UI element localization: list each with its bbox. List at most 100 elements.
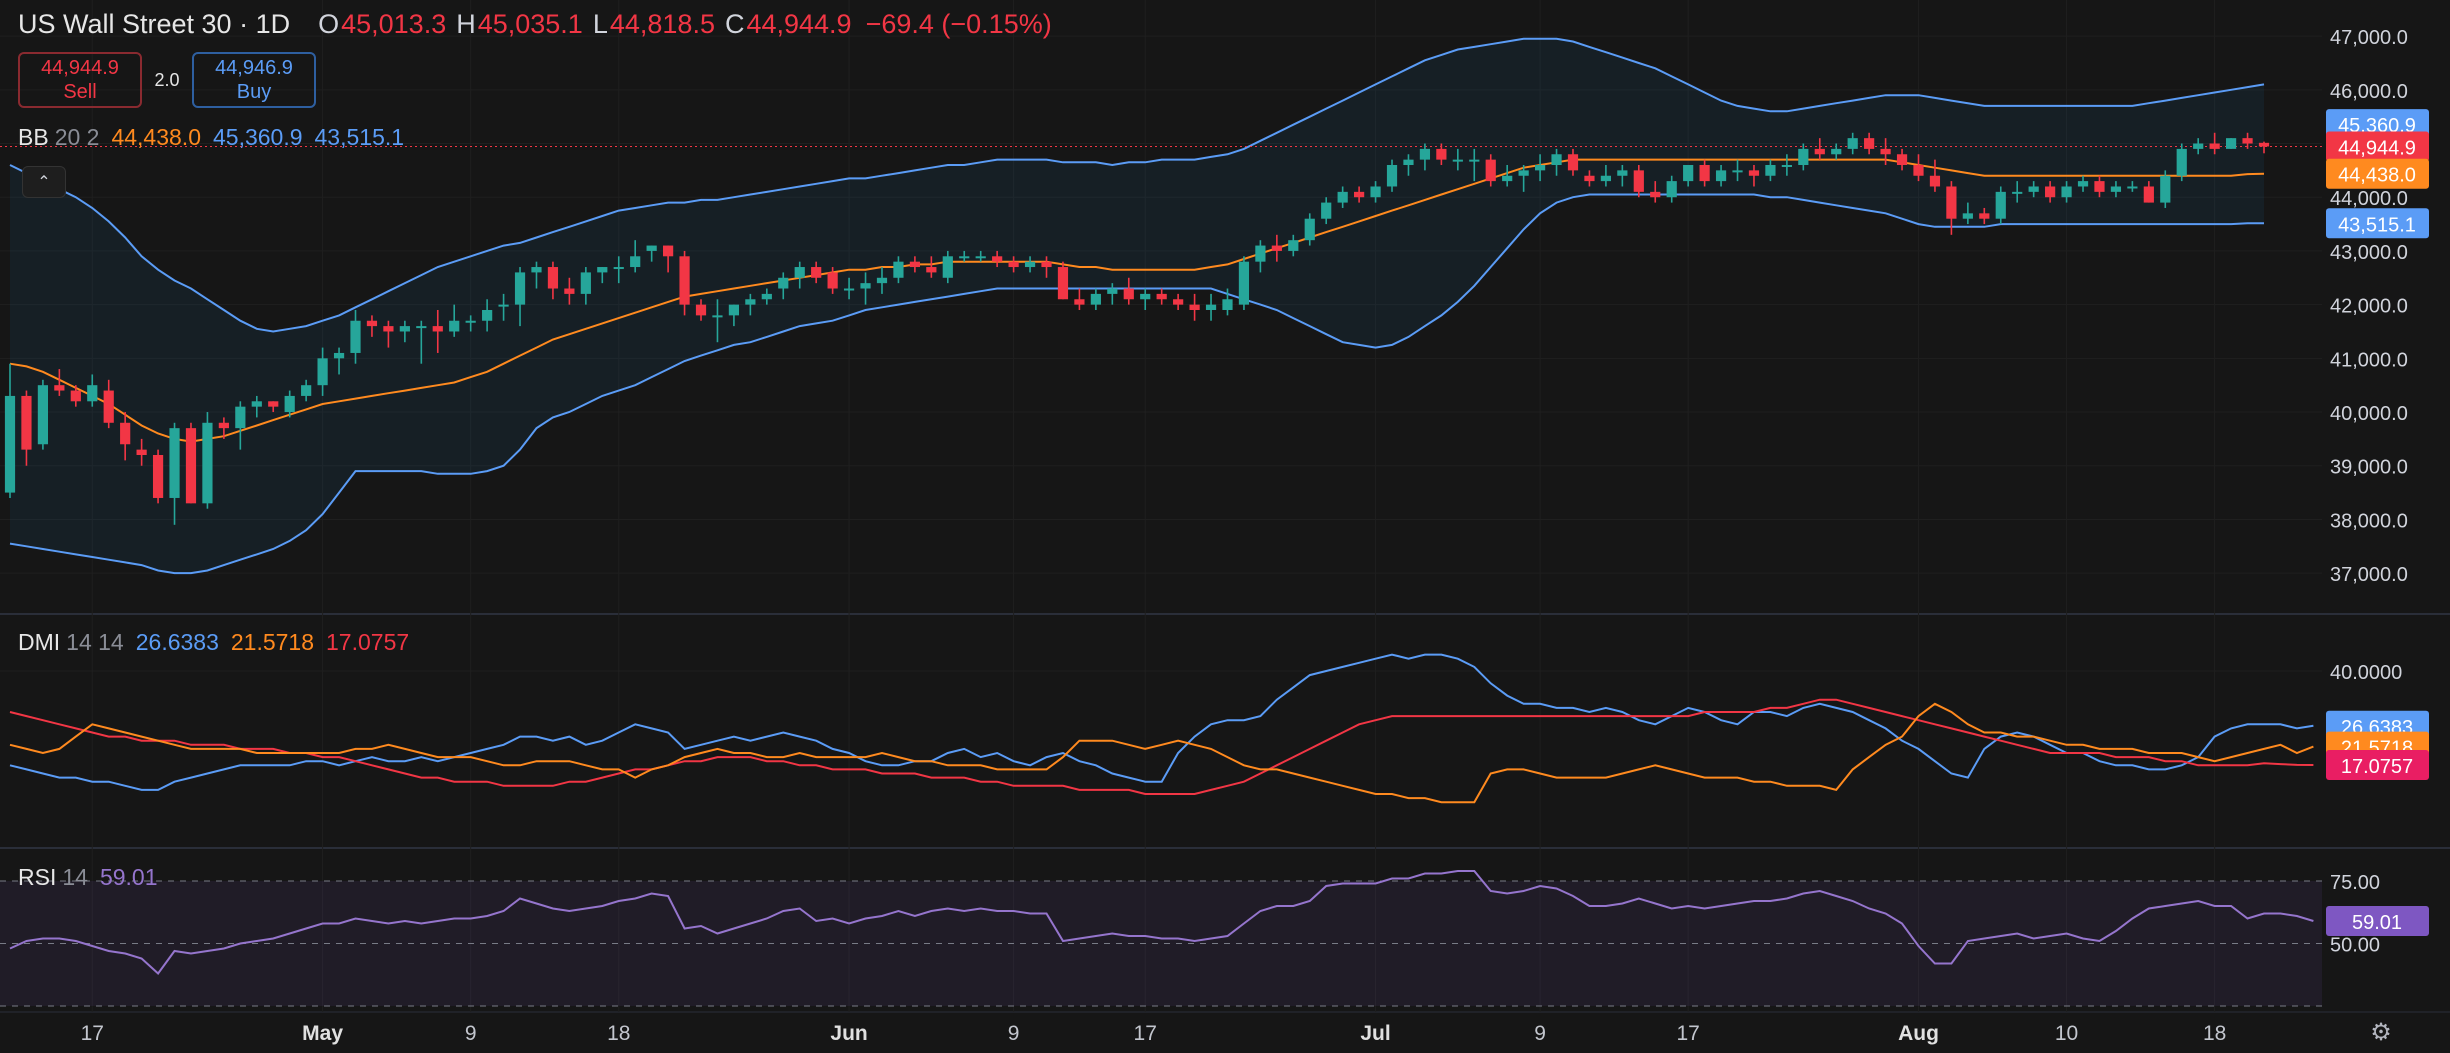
candle-body — [1156, 293, 1167, 300]
candle-body — [1024, 261, 1036, 268]
candle-body — [1699, 165, 1710, 182]
candle-body — [909, 261, 920, 268]
candle-body — [926, 267, 937, 273]
dmi-minus-line — [9, 698, 2314, 795]
candle-body — [21, 395, 32, 450]
candle-body — [1370, 186, 1381, 198]
sell-label: Sell — [63, 81, 97, 103]
candle-body — [1650, 191, 1661, 198]
trade-panel: 44,944.9 Sell 2.0 44,946.9 Buy — [18, 52, 316, 108]
low-value: 44,818.5 — [609, 8, 715, 39]
sell-button[interactable]: 44,944.9 Sell — [18, 52, 142, 108]
candle-body — [695, 304, 707, 316]
candle-body — [547, 267, 559, 289]
candle-body — [514, 272, 526, 305]
candle-body — [2242, 138, 2253, 144]
gear-icon[interactable]: ⚙ — [2370, 1019, 2392, 1046]
symbol-title[interactable]: US Wall Street 30 · 1D — [18, 8, 291, 39]
collapse-button[interactable]: ⌃ — [22, 166, 66, 198]
candle-body — [728, 304, 740, 316]
candle-body — [268, 401, 279, 407]
candle-body — [992, 256, 1003, 262]
candle-body — [54, 385, 65, 391]
candle-body — [1814, 148, 1825, 155]
candle-body — [120, 422, 131, 445]
candle-body — [1633, 170, 1644, 192]
candle-body — [1288, 240, 1299, 251]
candle-body — [1205, 304, 1217, 310]
candle-body — [2012, 191, 2023, 194]
candle-body — [301, 385, 312, 396]
candle-body — [2028, 186, 2039, 192]
bb-name: BB — [18, 124, 49, 150]
bb-band-fill — [10, 38, 2264, 574]
rsi-tick-label: 50.00 — [2330, 935, 2380, 957]
candle-body — [2061, 186, 2072, 198]
candle-body — [1551, 154, 1562, 165]
candle-body — [1995, 191, 2006, 219]
price-tick-label: 38,000.0 — [2330, 510, 2408, 532]
candle-body — [1057, 267, 1069, 300]
rsi-tick-label: 75.00 — [2330, 872, 2380, 894]
candle-body — [1419, 148, 1431, 160]
time-axis-label: 9 — [465, 1022, 477, 1045]
rsi-legend[interactable]: RSI 14 59.01 — [18, 864, 158, 891]
time-axis-label: 17 — [1676, 1022, 1699, 1045]
candle-body — [1896, 154, 1908, 165]
candle-body — [1518, 170, 1529, 176]
dmi-legend[interactable]: DMI 14 14 26.6383 21.5718 17.0757 — [18, 629, 409, 656]
candle-body — [251, 401, 262, 407]
buy-button[interactable]: 44,946.9 Buy — [192, 52, 316, 108]
candle-body — [1173, 299, 1184, 305]
candle-body — [235, 406, 246, 429]
time-axis-label: Jun — [830, 1022, 867, 1045]
candle-body — [1880, 148, 1891, 155]
time-axis-label: Jul — [1360, 1022, 1390, 1045]
candle-body — [959, 256, 970, 259]
candle-body — [1386, 165, 1398, 187]
rsi-line — [9, 870, 2314, 975]
dmi-params: 14 14 — [66, 629, 124, 655]
close-value: 44,944.9 — [746, 8, 852, 39]
candle-body — [1304, 218, 1315, 241]
candle-body — [1732, 170, 1743, 173]
candle-body — [1321, 202, 1332, 219]
sell-price: 44,944.9 — [41, 57, 119, 79]
candle-body — [1403, 159, 1414, 165]
candle-body — [1567, 154, 1579, 171]
candle-body — [1617, 170, 1628, 176]
bb-lower-line — [9, 193, 2264, 575]
candle-body — [2193, 143, 2204, 149]
candle-body — [333, 352, 345, 359]
candle-body — [1140, 293, 1151, 300]
bb-basis-value: 44,438.0 — [111, 124, 201, 150]
candle-body — [2209, 143, 2220, 149]
bb-legend[interactable]: BB 20 2 44,438.0 45,360.9 43,515.1 — [18, 124, 404, 151]
candle-body — [284, 395, 295, 413]
candle-body — [1436, 148, 1447, 160]
candle-body — [613, 267, 624, 270]
time-axis-label: 18 — [607, 1022, 630, 1045]
candle-body — [2045, 186, 2056, 198]
candle-body — [975, 256, 986, 259]
change-value: −69.4 (−0.15%) — [865, 8, 1052, 39]
candle-body — [2258, 142, 2270, 147]
rsi-name: RSI — [18, 864, 57, 890]
buy-price: 44,946.9 — [215, 57, 293, 79]
candle-body — [1107, 288, 1118, 294]
candle-body — [1979, 213, 1990, 219]
candle-body — [383, 326, 394, 332]
close-label: C — [724, 8, 745, 39]
candle-body — [1271, 245, 1282, 251]
candle-body — [1074, 299, 1085, 305]
candle-body — [482, 310, 493, 321]
time-axis-label: 9 — [1534, 1022, 1546, 1045]
high-value: 45,035.1 — [477, 8, 583, 39]
candle-body — [350, 320, 361, 353]
candle-body — [136, 449, 147, 455]
candle-body — [1929, 175, 1941, 187]
candle-body — [2127, 186, 2138, 189]
candle-body — [1534, 165, 1546, 171]
dmi-minus-value: 17.0757 — [326, 629, 410, 655]
